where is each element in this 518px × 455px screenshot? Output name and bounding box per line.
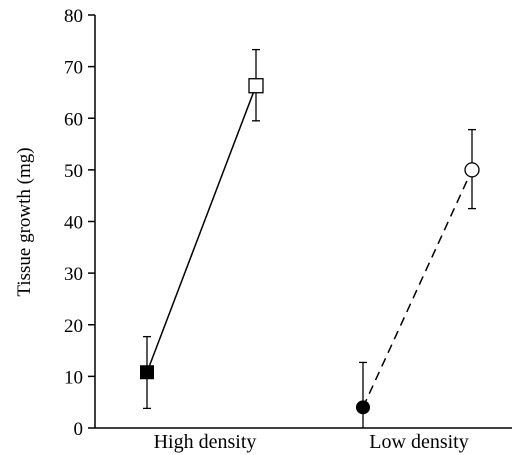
data-point-filled-square: [140, 365, 154, 380]
data-point-open-circle: [464, 162, 480, 178]
y-tick-label-20: 20: [64, 316, 83, 337]
y-tick-label-70: 70: [64, 58, 83, 79]
y-tick-label-10: 10: [64, 367, 83, 388]
series-low-density: [356, 128, 480, 428]
y-axis-title: Tissue growth (mg): [14, 147, 35, 296]
category-labels: High density Low density: [154, 431, 469, 453]
y-tick-label-0: 0: [74, 419, 84, 440]
plot-area: [140, 48, 480, 428]
y-ticks: 0 10 20 30 40 50 60 70 80: [64, 6, 95, 440]
data-point-open-square: [248, 78, 264, 94]
data-point-filled-circle: [356, 400, 370, 415]
y-tick-label-80: 80: [64, 6, 83, 27]
y-tick-label-30: 30: [64, 264, 83, 285]
category-label-high-density: High density: [154, 431, 257, 453]
series-high-density: [140, 48, 264, 410]
category-label-low-density: Low density: [369, 431, 468, 453]
series-line-1: [362, 169, 473, 408]
y-tick-label-60: 60: [64, 109, 83, 130]
axes: [94, 15, 512, 429]
series-line-0: [146, 85, 257, 373]
y-tick-label-40: 40: [64, 213, 83, 234]
y-tick-label-50: 50: [64, 161, 83, 182]
